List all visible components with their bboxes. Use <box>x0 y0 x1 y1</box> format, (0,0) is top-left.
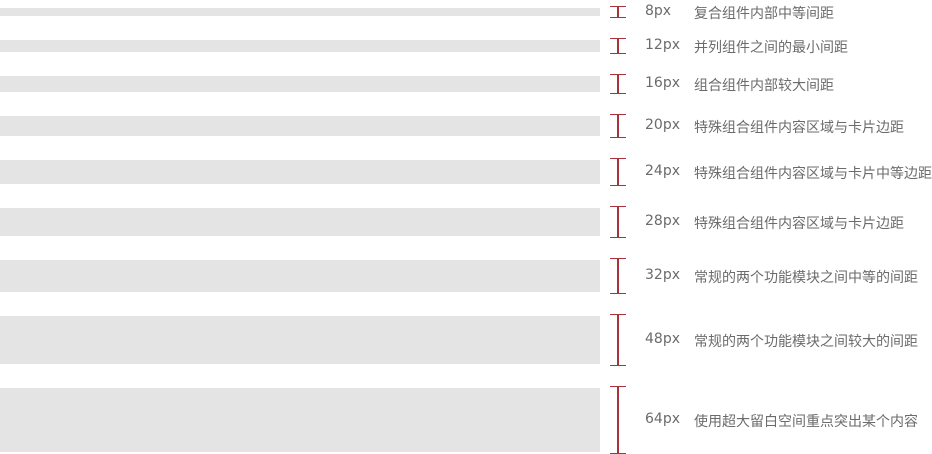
spacing-row: 28px 特殊组合组件内容区域与卡片边距 <box>0 206 932 238</box>
spacing-bar <box>0 160 600 184</box>
spacing-size-label: 24px <box>645 163 680 179</box>
spacing-row: 48px 常规的两个功能模块之间较大的间距 <box>0 314 932 366</box>
marker-stem <box>617 158 619 186</box>
spacing-size-label: 8px <box>645 3 672 19</box>
marker-stem <box>617 74 619 94</box>
marker-cap-bottom <box>610 93 626 94</box>
spacing-size-label: 28px <box>645 213 680 229</box>
spacing-size-label: 64px <box>645 411 680 427</box>
spacing-row: 24px 特殊组合组件内容区域与卡片中等边距 <box>0 158 932 186</box>
spacing-bar <box>0 260 600 292</box>
marker-cap-bottom <box>610 185 626 186</box>
dimension-marker <box>610 38 626 54</box>
spacing-row: 8px 复合组件内部中等间距 <box>0 3 932 22</box>
marker-cap-bottom <box>610 237 626 238</box>
spacing-bar <box>0 116 600 136</box>
marker-stem <box>617 114 619 138</box>
dimension-marker <box>610 206 626 238</box>
spacing-row: 16px 组合组件内部较大间距 <box>0 74 932 94</box>
spacing-size-label: 20px <box>645 117 680 133</box>
marker-stem <box>617 314 619 366</box>
spacing-description: 使用超大留白空间重点突出某个内容 <box>694 414 918 430</box>
spacing-bar <box>0 388 600 452</box>
dimension-marker <box>610 258 626 294</box>
dimension-marker <box>610 74 626 94</box>
marker-cap-bottom <box>610 365 626 366</box>
spacing-description: 复合组件内部中等间距 <box>694 6 834 22</box>
spacing-bar <box>0 40 600 52</box>
spacing-size-label: 48px <box>645 331 680 347</box>
marker-cap-bottom <box>610 53 626 54</box>
spacing-description: 特殊组合组件内容区域与卡片边距 <box>694 120 904 136</box>
spacing-description: 常规的两个功能模块之间较大的间距 <box>694 334 918 350</box>
spacing-row: 20px 特殊组合组件内容区域与卡片边距 <box>0 114 932 138</box>
spacing-bar <box>0 208 600 236</box>
dimension-marker <box>610 314 626 366</box>
spacing-bar <box>0 76 600 92</box>
spacing-description: 特殊组合组件内容区域与卡片边距 <box>694 216 904 232</box>
spacing-size-label: 12px <box>645 37 680 53</box>
spacing-size-label: 16px <box>645 75 680 91</box>
marker-stem <box>617 386 619 454</box>
marker-stem <box>617 206 619 238</box>
dimension-marker <box>610 114 626 138</box>
spacing-size-label: 32px <box>645 267 680 283</box>
dimension-marker <box>610 158 626 186</box>
spacing-row: 12px 并列组件之间的最小间距 <box>0 37 932 56</box>
spacing-bar <box>0 8 600 16</box>
spacing-description: 并列组件之间的最小间距 <box>694 40 848 56</box>
dimension-marker <box>610 386 626 454</box>
spacing-row: 64px 使用超大留白空间重点突出某个内容 <box>0 386 932 454</box>
marker-cap-bottom <box>610 293 626 294</box>
marker-stem <box>617 258 619 294</box>
marker-cap-bottom <box>610 17 626 18</box>
marker-cap-bottom <box>610 137 626 138</box>
spacing-bar <box>0 316 600 364</box>
dimension-marker <box>610 6 626 18</box>
spacing-description: 组合组件内部较大间距 <box>694 78 834 94</box>
spacing-description: 常规的两个功能模块之间中等的间距 <box>694 270 918 286</box>
marker-stem <box>617 6 619 18</box>
marker-stem <box>617 38 619 54</box>
spacing-description: 特殊组合组件内容区域与卡片中等边距 <box>694 166 932 182</box>
spacing-row: 32px 常规的两个功能模块之间中等的间距 <box>0 258 932 294</box>
